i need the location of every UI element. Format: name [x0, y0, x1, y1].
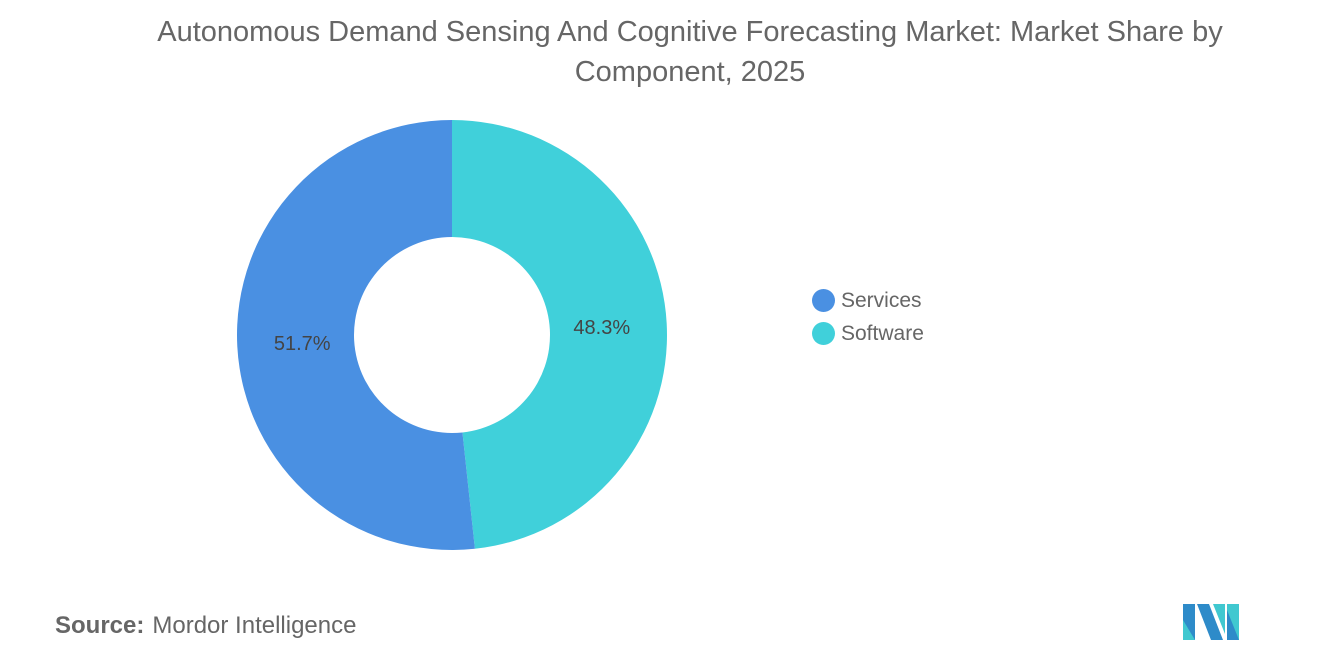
legend-label: Software [841, 321, 924, 345]
mordor-logo [1183, 604, 1239, 640]
legend-item-software: Software [812, 317, 924, 350]
source-label: Source: [55, 612, 145, 639]
slice-software [452, 120, 667, 549]
legend-swatch [812, 322, 835, 345]
source-value: Mordor Intelligence [152, 612, 357, 639]
legend-swatch [812, 289, 835, 312]
chart-title: Autonomous Demand Sensing And Cognitive … [157, 16, 1223, 88]
slice-services [236, 120, 475, 550]
legend-label: Services [841, 288, 922, 312]
legend-item-services: Services [812, 284, 924, 317]
legend: Services Software [812, 284, 924, 350]
data-label-services: 51.7% [274, 333, 331, 355]
source-note: Source: Mordor Intelligence [55, 612, 356, 640]
data-label-software: 48.3% [573, 317, 630, 339]
